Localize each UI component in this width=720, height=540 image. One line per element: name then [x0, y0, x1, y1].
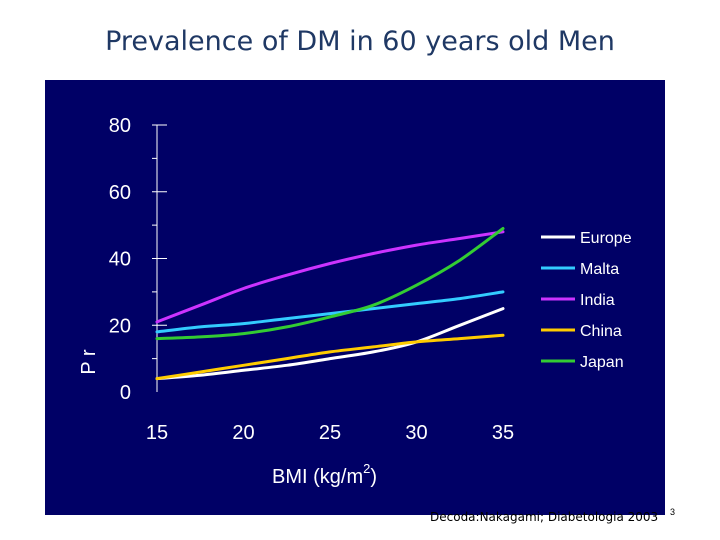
y-axis-label: P r: [78, 349, 100, 375]
x-tick-label: 35: [492, 422, 514, 444]
y-tick-label: 40: [109, 249, 131, 271]
series-line-malta: [155, 290, 505, 334]
legend-label-india: India: [580, 292, 615, 309]
x-axis-label: BMI (kg/m2): [272, 461, 377, 488]
chart-legend: Europe Malta India China Japan: [541, 230, 632, 371]
legend-label-china: China: [580, 323, 622, 340]
slide-number: 3: [670, 507, 676, 517]
x-tick-label: 15: [146, 422, 168, 444]
series-lines: [155, 227, 505, 381]
x-tick-label: 30: [405, 422, 427, 444]
series-line-china: [155, 333, 505, 381]
legend-label-japan: Japan: [580, 354, 624, 371]
y-tick-label: 20: [109, 315, 131, 337]
series-line-europe: [155, 307, 505, 381]
x-tick-label: 20: [232, 422, 254, 444]
y-tick-label: 0: [120, 382, 131, 404]
legend-label-europe: Europe: [580, 230, 632, 247]
y-tick-label: 80: [109, 115, 131, 137]
legend-label-malta: Malta: [580, 261, 619, 278]
series-line-india: [155, 230, 505, 324]
x-tick-label: 25: [319, 422, 341, 444]
chart-axes: 0 20 40 60 80 15 20 25 30 35 P r: [78, 115, 514, 444]
slide-title: Prevalence of DM in 60 years old Men: [105, 26, 615, 57]
citation: Decoda:Nakagami; Diabetologia 2003: [430, 510, 659, 524]
y-tick-label: 60: [109, 182, 131, 204]
series-line-japan: [155, 227, 505, 341]
